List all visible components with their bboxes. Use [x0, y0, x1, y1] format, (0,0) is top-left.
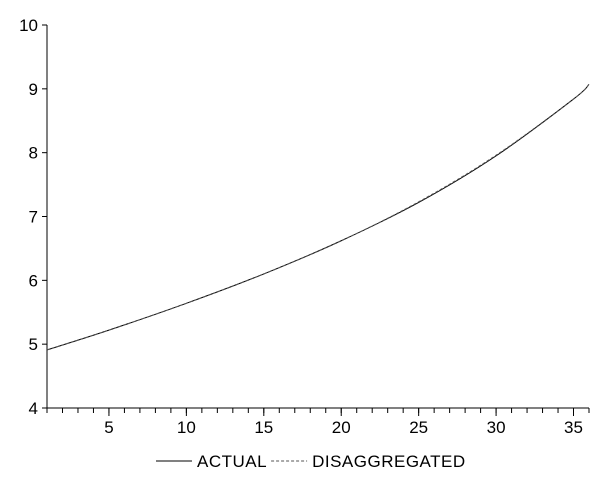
- x-tick-label: 5: [104, 418, 113, 437]
- x-tick-label: 30: [487, 418, 506, 437]
- x-axis-ticks: 5 10 15 20 25 30 35: [46, 408, 590, 437]
- legend: ACTUAL DISAGGREGATED: [156, 452, 466, 471]
- y-tick-label: 9: [29, 80, 38, 99]
- series-lines: [46, 83, 590, 351]
- axes: [46, 25, 589, 409]
- series-line-actual: [46, 83, 590, 351]
- legend-label-actual: ACTUAL: [197, 452, 267, 471]
- x-tick-label: 10: [177, 418, 196, 437]
- y-tick-label: 5: [29, 335, 38, 354]
- y-tick-label: 6: [29, 271, 38, 290]
- series-line-disaggregated: [46, 83, 590, 351]
- y-tick-label: 10: [19, 16, 38, 35]
- legend-label-disaggregated: DISAGGREGATED: [312, 452, 466, 471]
- x-tick-label: 15: [254, 418, 273, 437]
- x-tick-label: 35: [564, 418, 583, 437]
- x-tick-label: 20: [332, 418, 351, 437]
- y-tick-label: 7: [29, 208, 38, 227]
- y-axis-ticks: 4 5 6 7 8 9 10: [19, 16, 47, 418]
- y-tick-label: 4: [29, 399, 38, 418]
- x-tick-label: 25: [409, 418, 428, 437]
- y-tick-label: 8: [29, 144, 38, 163]
